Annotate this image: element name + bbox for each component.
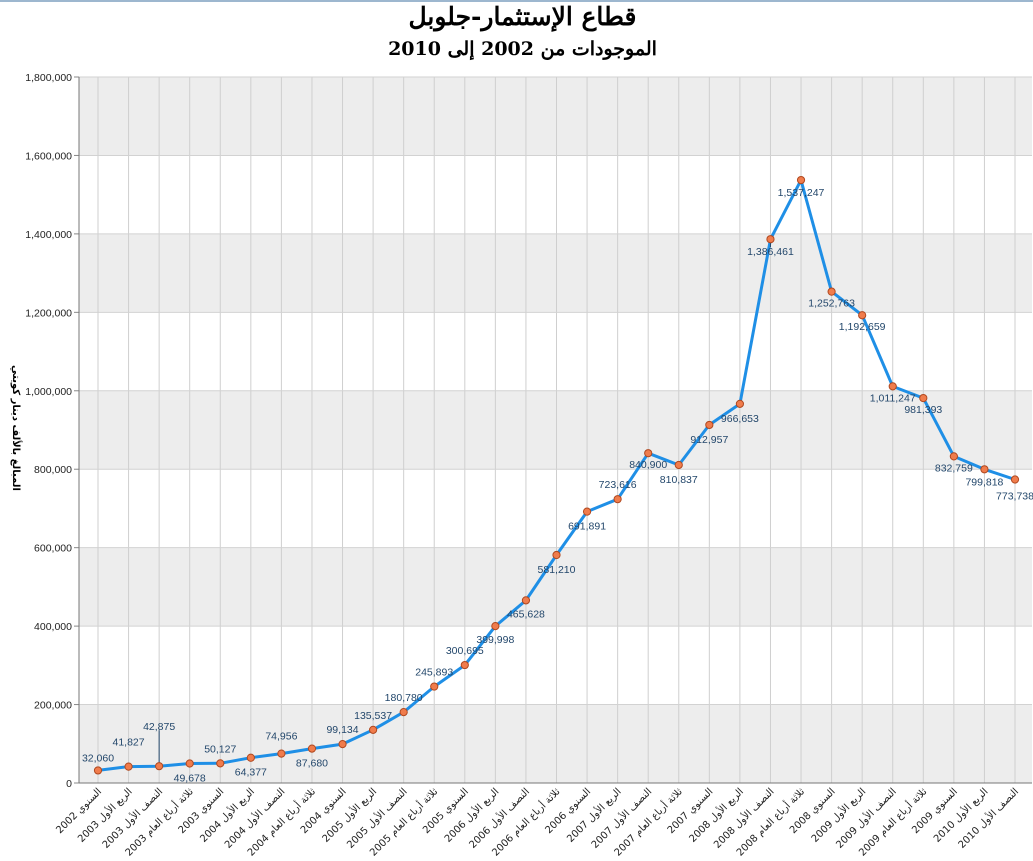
data-label: 723,616: [599, 479, 637, 491]
top-border: [0, 0, 1033, 2]
data-point: [644, 449, 653, 458]
data-point: [460, 660, 469, 670]
data-point: [858, 311, 867, 320]
grid-band: [79, 233, 1032, 313]
y-tick-label: 1,800,000: [25, 72, 72, 84]
data-label: 135,537: [354, 710, 392, 722]
data-label: 245,893: [415, 667, 453, 679]
data-point: [338, 740, 347, 749]
data-label: 1,192,659: [839, 321, 886, 333]
grid-band: [79, 390, 1032, 470]
grid-band: [79, 77, 1032, 156]
data-label: 1,386,461: [747, 246, 794, 258]
data-point: [369, 725, 378, 734]
data-point: [155, 762, 164, 771]
y-axis-title: المبالغ بالألف دينار كويتي: [10, 365, 23, 491]
data-label: 966,653: [721, 413, 759, 425]
data-label: 74,956: [265, 731, 297, 743]
data-point: [582, 507, 592, 516]
data-label: 1,011,247: [870, 392, 916, 404]
data-point: [521, 596, 531, 605]
data-point: [705, 420, 714, 430]
data-point: [307, 744, 317, 753]
data-point: [735, 399, 745, 408]
data-point: [552, 550, 561, 560]
data-point: [674, 460, 683, 470]
data-point: [93, 766, 103, 775]
grid-band: [79, 547, 1032, 627]
x-tick-label: الربع الأول 2006: [441, 785, 501, 845]
y-tick-label: 1,600,000: [25, 150, 72, 162]
data-label: 981,393: [904, 404, 942, 416]
data-label: 581,210: [538, 564, 576, 576]
y-tick-label: 200,000: [34, 700, 72, 712]
chart-subtitle: الموجودات من 2002 إلى 2010: [388, 38, 657, 60]
y-tick-label: 1,200,000: [25, 307, 72, 319]
data-label: 1,252,763: [808, 298, 855, 310]
data-point: [399, 707, 408, 717]
data-label: 399,998: [476, 634, 514, 646]
data-label: 50,127: [204, 743, 236, 755]
data-label: 99,134: [326, 724, 358, 736]
data-label: 912,957: [690, 434, 728, 446]
data-point: [613, 495, 622, 504]
data-point: [980, 465, 989, 474]
data-label: 691,891: [568, 521, 606, 533]
data-label: 41,827: [113, 737, 145, 749]
data-point: [1010, 475, 1020, 484]
data-label: 180,780: [385, 692, 423, 704]
y-tick-label: 400,000: [34, 621, 72, 633]
data-label: 42,875: [143, 721, 175, 733]
data-label: 300,695: [446, 645, 484, 657]
y-tick-label: 800,000: [34, 464, 72, 476]
data-point: [919, 393, 928, 403]
data-label: 832,759: [935, 462, 973, 474]
y-tick-label: 1,400,000: [25, 229, 72, 241]
y-tick-label: 1,000,000: [25, 386, 72, 398]
data-point: [246, 753, 255, 762]
data-point: [430, 682, 439, 691]
data-label: 465,628: [507, 608, 545, 620]
grid-band: [79, 704, 1032, 783]
data-label: 773,738: [996, 491, 1033, 503]
data-label: 799,818: [965, 476, 1003, 488]
data-point: [827, 287, 836, 296]
data-point: [888, 382, 897, 391]
data-point: [185, 759, 194, 768]
data-label: 810,837: [660, 474, 698, 486]
x-tick-label: الربع الأول 2008: [686, 785, 746, 845]
data-label: 1,537,247: [778, 187, 825, 199]
y-tick-label: 0: [66, 778, 72, 790]
x-tick-label: الربع الأول 2005: [319, 785, 379, 845]
data-point: [277, 749, 286, 758]
chart-title: قطاع الإستثمار-جلوبل: [408, 2, 637, 31]
data-point: [216, 759, 225, 768]
data-label: 840,900: [629, 459, 667, 471]
data-point: [949, 452, 958, 461]
data-point: [766, 235, 775, 244]
data-label: 49,678: [174, 773, 206, 785]
data-point: [124, 762, 133, 771]
x-tick-label: الربع الأول 2009: [808, 785, 868, 845]
data-label: 32,060: [82, 752, 114, 764]
data-point: [796, 175, 806, 185]
x-tick-label: الربع الأول 2010: [931, 785, 991, 845]
x-tick-label: الربع الأول 2004: [197, 785, 257, 845]
x-tick-label: الربع الأول 2003: [75, 785, 135, 845]
data-label: 87,680: [296, 758, 328, 770]
data-point: [491, 622, 500, 631]
x-tick-label: الربع الأول 2007: [564, 785, 624, 845]
data-label: 64,377: [235, 767, 267, 779]
y-tick-label: 600,000: [34, 543, 72, 555]
